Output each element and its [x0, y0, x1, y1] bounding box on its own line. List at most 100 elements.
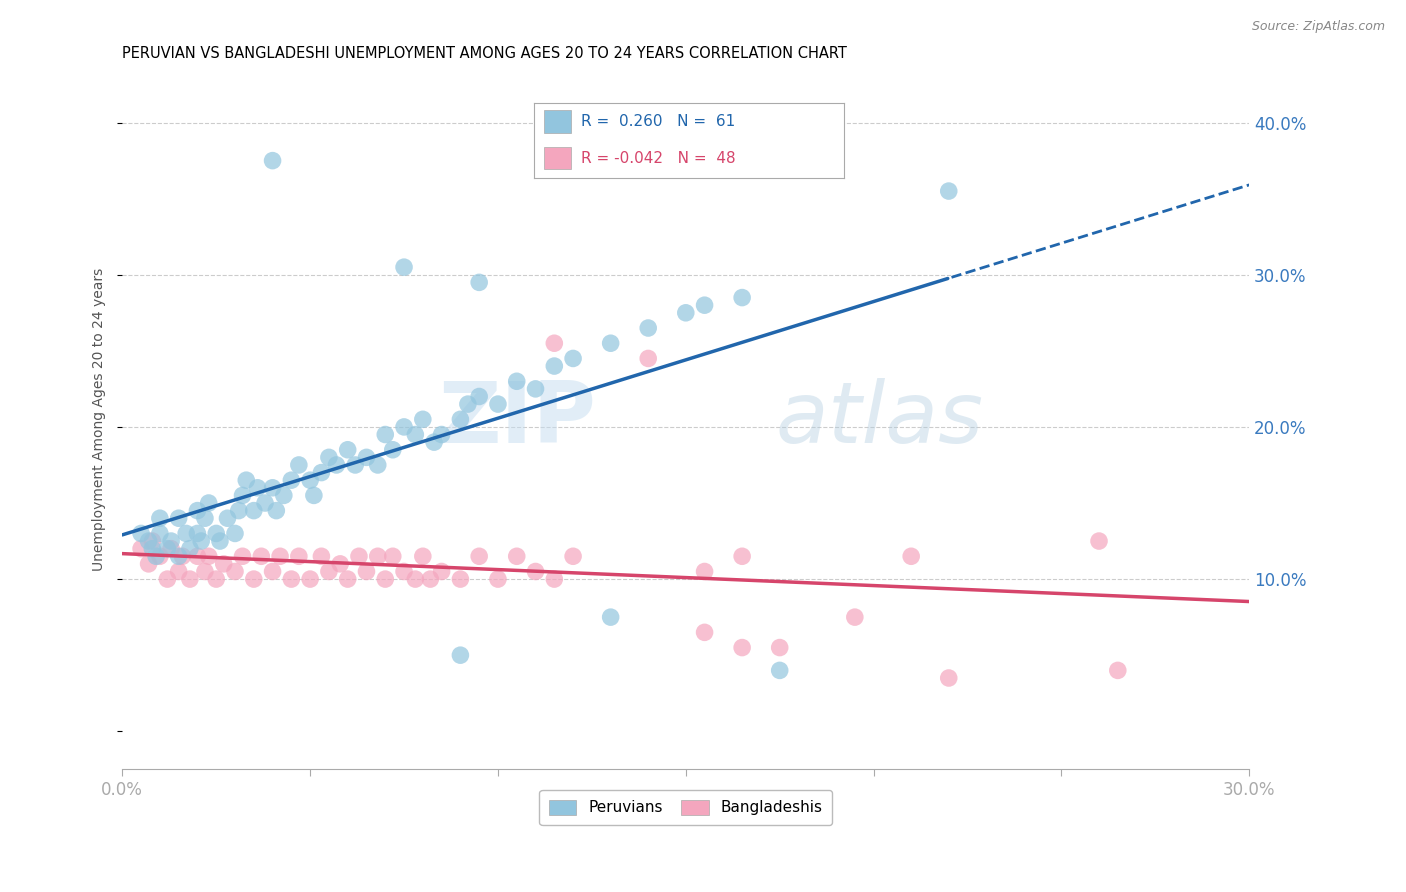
Point — [302, 488, 325, 502]
Point — [844, 610, 866, 624]
Point — [637, 321, 659, 335]
Point — [599, 336, 621, 351]
Point — [156, 572, 179, 586]
Point — [318, 450, 340, 465]
Point — [731, 291, 754, 305]
Point — [381, 442, 404, 457]
Point — [543, 359, 565, 373]
Point — [288, 458, 311, 472]
Point — [288, 549, 311, 564]
Point — [381, 549, 404, 564]
Point — [141, 541, 163, 556]
Point — [262, 481, 284, 495]
Point — [299, 572, 322, 586]
Point — [179, 541, 201, 556]
Point — [543, 336, 565, 351]
Point — [174, 526, 197, 541]
Point — [356, 450, 378, 465]
Text: R = -0.042   N =  48: R = -0.042 N = 48 — [581, 151, 735, 166]
Point — [246, 481, 269, 495]
Point — [468, 549, 491, 564]
Point — [449, 648, 471, 663]
Point — [141, 534, 163, 549]
Point — [524, 565, 547, 579]
Point — [769, 640, 792, 655]
Point — [731, 549, 754, 564]
Point — [149, 511, 172, 525]
Point — [329, 557, 352, 571]
Point — [524, 382, 547, 396]
Point — [430, 565, 453, 579]
Point — [217, 511, 239, 525]
Point — [167, 511, 190, 525]
Point — [250, 549, 273, 564]
Point — [273, 488, 295, 502]
Point — [468, 276, 491, 290]
Point — [228, 503, 250, 517]
Point — [693, 565, 716, 579]
Point — [231, 488, 253, 502]
Point — [212, 557, 235, 571]
Point — [262, 153, 284, 168]
Point — [186, 526, 208, 541]
Point — [693, 298, 716, 312]
Point — [543, 572, 565, 586]
Point — [231, 549, 253, 564]
Point — [392, 420, 415, 434]
Point — [235, 473, 257, 487]
Point — [167, 565, 190, 579]
Point — [392, 260, 415, 274]
Point — [242, 503, 264, 517]
Point — [149, 549, 172, 564]
Point — [1107, 664, 1129, 678]
Point — [637, 351, 659, 366]
Point — [208, 534, 231, 549]
Point — [186, 503, 208, 517]
Point — [269, 549, 291, 564]
Point — [731, 640, 754, 655]
Point — [179, 572, 201, 586]
Point — [138, 557, 160, 571]
Point — [224, 526, 246, 541]
Legend: Peruvians, Bangladeshis: Peruvians, Bangladeshis — [540, 790, 832, 825]
Point — [675, 306, 697, 320]
Point — [186, 549, 208, 564]
Point — [900, 549, 922, 564]
Point — [325, 458, 347, 472]
Point — [486, 397, 509, 411]
Point — [404, 572, 426, 586]
Point — [197, 496, 219, 510]
Point — [197, 549, 219, 564]
Point — [367, 458, 389, 472]
Point — [318, 565, 340, 579]
Point — [160, 534, 183, 549]
Point — [506, 374, 529, 388]
Point — [468, 389, 491, 403]
Point — [769, 664, 792, 678]
Point — [404, 427, 426, 442]
Point — [194, 511, 217, 525]
Point — [205, 572, 228, 586]
Bar — [544, 146, 571, 169]
Point — [344, 458, 367, 472]
Text: PERUVIAN VS BANGLADESHI UNEMPLOYMENT AMONG AGES 20 TO 24 YEARS CORRELATION CHART: PERUVIAN VS BANGLADESHI UNEMPLOYMENT AMO… — [122, 46, 848, 62]
Point — [1088, 534, 1111, 549]
Point — [374, 427, 396, 442]
Point — [412, 412, 434, 426]
Point — [486, 572, 509, 586]
Point — [129, 541, 152, 556]
Point — [938, 671, 960, 685]
Bar — [544, 111, 571, 133]
Point — [356, 565, 378, 579]
Point — [367, 549, 389, 564]
Point — [938, 184, 960, 198]
Point — [693, 625, 716, 640]
Point — [160, 541, 183, 556]
Point — [336, 572, 359, 586]
Text: Source: ZipAtlas.com: Source: ZipAtlas.com — [1251, 20, 1385, 33]
Point — [280, 572, 302, 586]
Text: ZIP: ZIP — [437, 378, 596, 461]
Point — [149, 526, 172, 541]
Point — [392, 565, 415, 579]
Point — [449, 412, 471, 426]
